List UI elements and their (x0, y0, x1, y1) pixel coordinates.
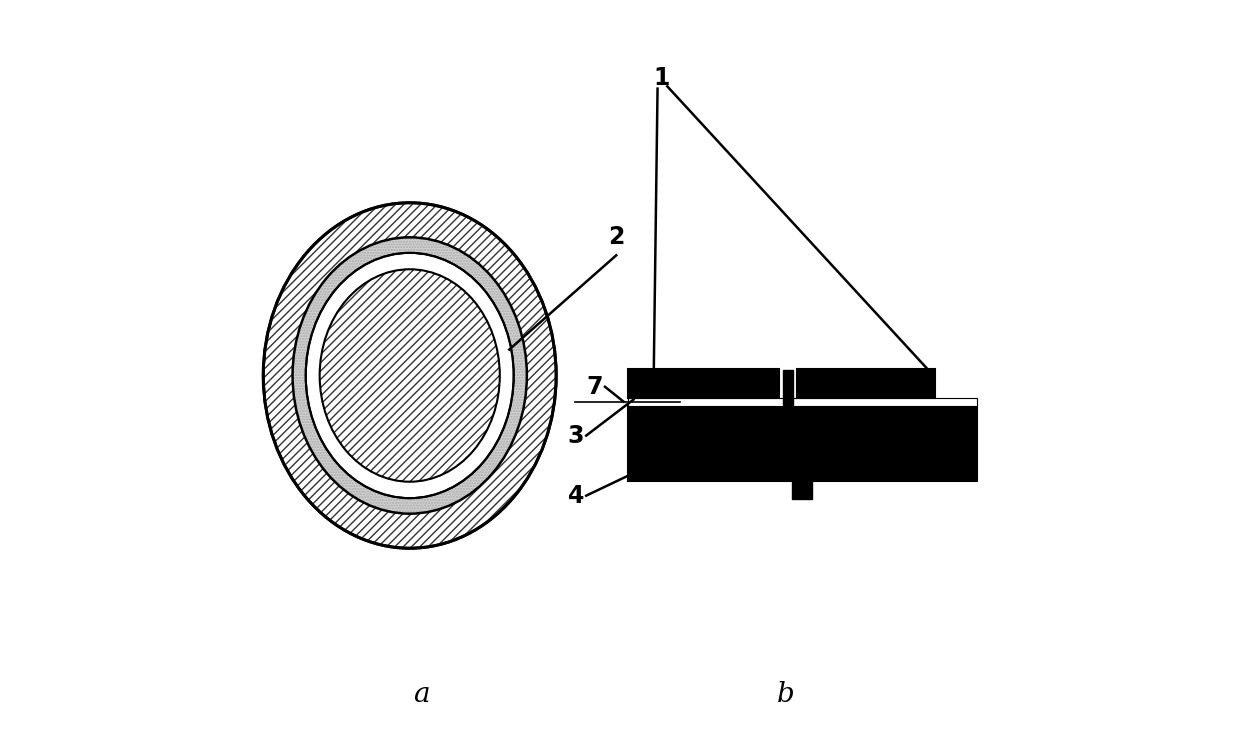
Ellipse shape (306, 253, 513, 498)
Text: 1: 1 (653, 66, 670, 90)
Bar (782, 370, 794, 405)
Bar (627, 406, 977, 481)
Text: 7: 7 (587, 375, 603, 399)
Bar (797, 369, 935, 398)
Text: 4: 4 (568, 484, 584, 508)
Bar (627, 369, 779, 398)
Ellipse shape (306, 253, 513, 498)
Bar (792, 481, 812, 499)
Text: 2: 2 (608, 225, 625, 249)
Polygon shape (293, 237, 527, 514)
Text: a: a (413, 681, 429, 708)
Ellipse shape (293, 237, 527, 514)
Ellipse shape (263, 203, 557, 548)
Bar (627, 398, 977, 406)
Text: b: b (776, 681, 794, 708)
Text: 3: 3 (568, 424, 584, 448)
